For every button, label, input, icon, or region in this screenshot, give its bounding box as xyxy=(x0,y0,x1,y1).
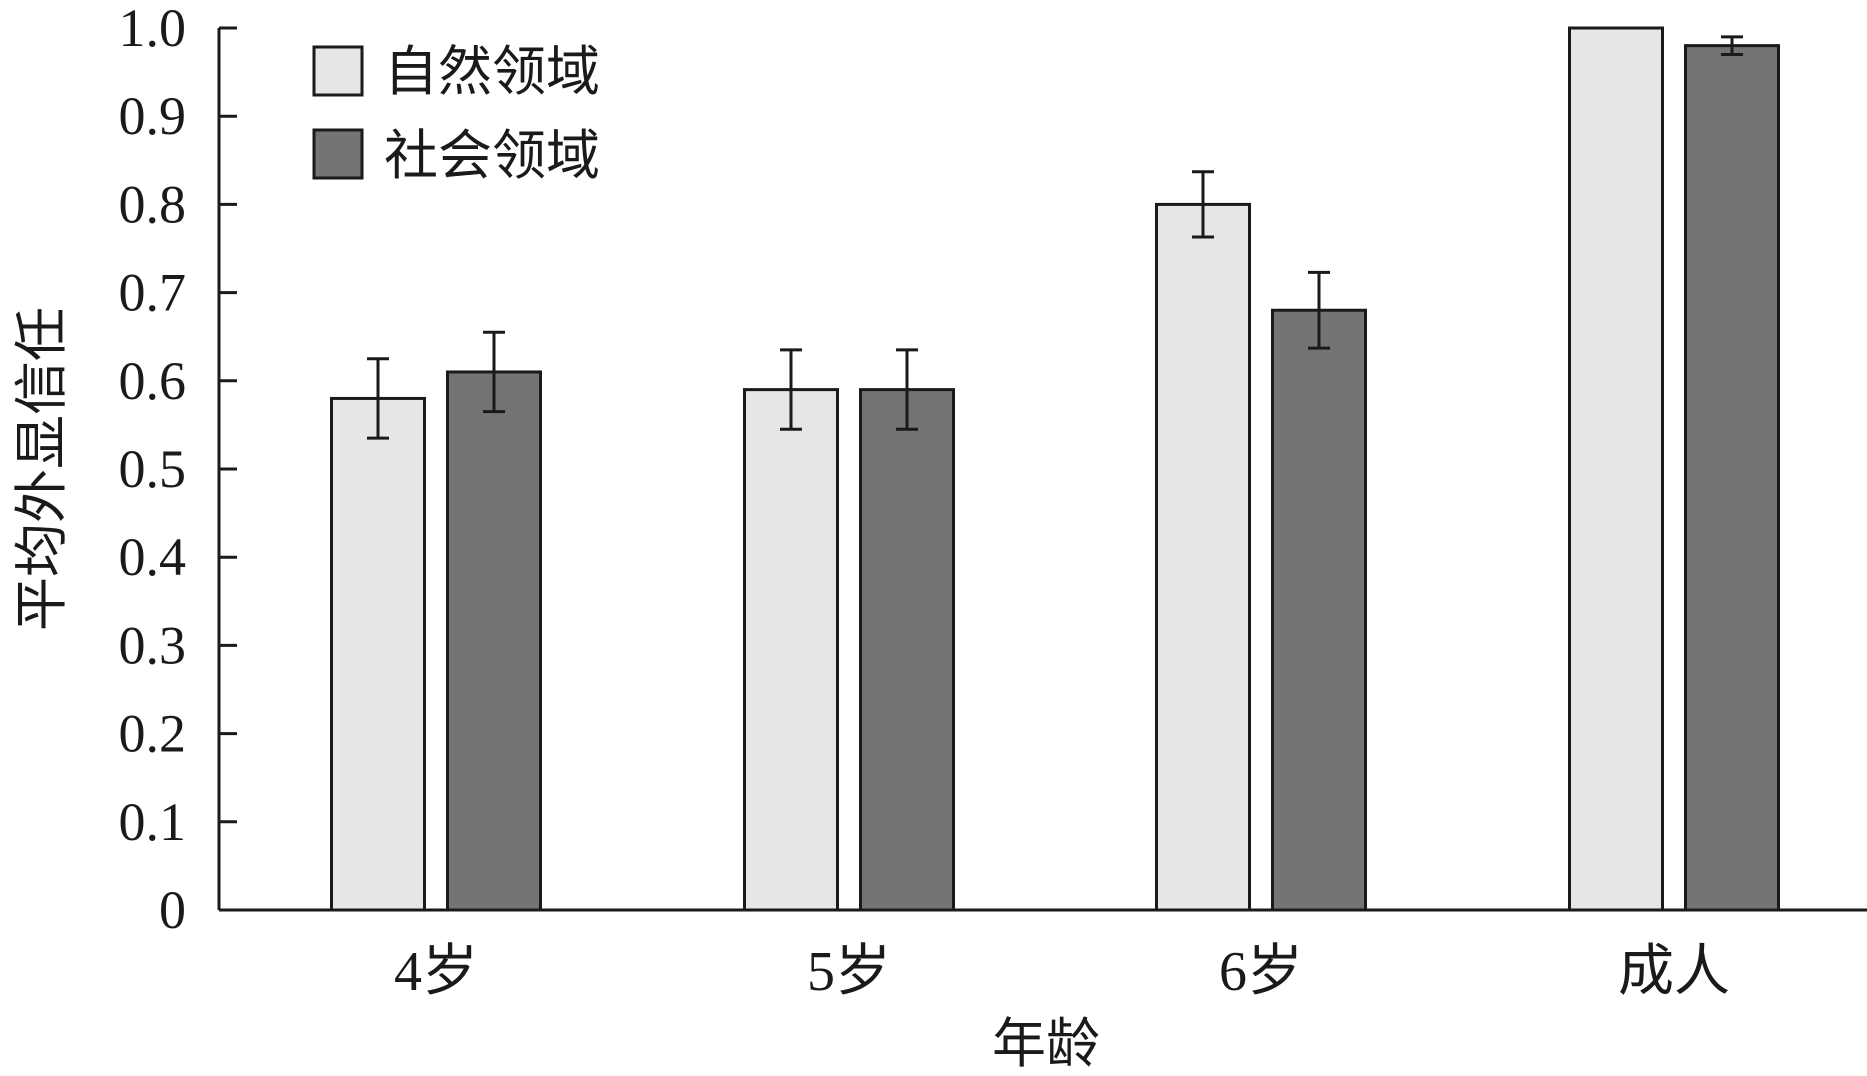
y-tick-label: 0.1 xyxy=(119,792,187,852)
legend: 自然领域 社会领域 xyxy=(312,40,600,187)
bar xyxy=(1684,44,1780,912)
axes xyxy=(217,28,1867,912)
bars xyxy=(330,26,1780,912)
legend-swatch-natural xyxy=(312,45,364,97)
y-tick-label: 0 xyxy=(159,880,186,940)
x-category-label: 5岁 xyxy=(807,941,891,1003)
bar xyxy=(743,388,839,912)
bar xyxy=(1568,26,1664,912)
y-tick-label: 0.3 xyxy=(119,615,187,675)
x-axis-title: 年龄 xyxy=(992,1012,1100,1075)
y-tick-label: 0.9 xyxy=(119,86,187,146)
y-tick-label: 0.5 xyxy=(119,439,187,499)
legend-label-social: 社会领域 xyxy=(384,124,600,187)
bar xyxy=(330,396,426,912)
y-tick-label: 0.8 xyxy=(119,174,187,234)
y-axis-ticks: 0 0.1 0.2 0.3 0.4 0.5 0.6 0.7 0.8 0.9 1.0 xyxy=(119,0,237,940)
y-axis-title: 平均外显信任 xyxy=(10,307,73,631)
legend-label-natural: 自然领域 xyxy=(384,40,600,103)
y-tick-label: 0.7 xyxy=(119,263,187,323)
y-tick-label: 0.2 xyxy=(119,704,187,764)
x-axis-labels: 4岁 5岁 6岁 成人 xyxy=(394,941,1730,1003)
bar xyxy=(859,388,955,912)
y-tick-label: 0.6 xyxy=(119,351,187,411)
y-tick-label: 1.0 xyxy=(119,0,187,58)
bar xyxy=(1271,308,1367,912)
x-category-label: 成人 xyxy=(1618,941,1730,1003)
bar xyxy=(446,370,542,912)
legend-swatch-social xyxy=(312,128,364,180)
bar xyxy=(1155,202,1251,912)
y-tick-label: 0.4 xyxy=(119,527,187,587)
x-category-label: 4岁 xyxy=(394,941,478,1003)
x-category-label: 6岁 xyxy=(1219,941,1303,1003)
